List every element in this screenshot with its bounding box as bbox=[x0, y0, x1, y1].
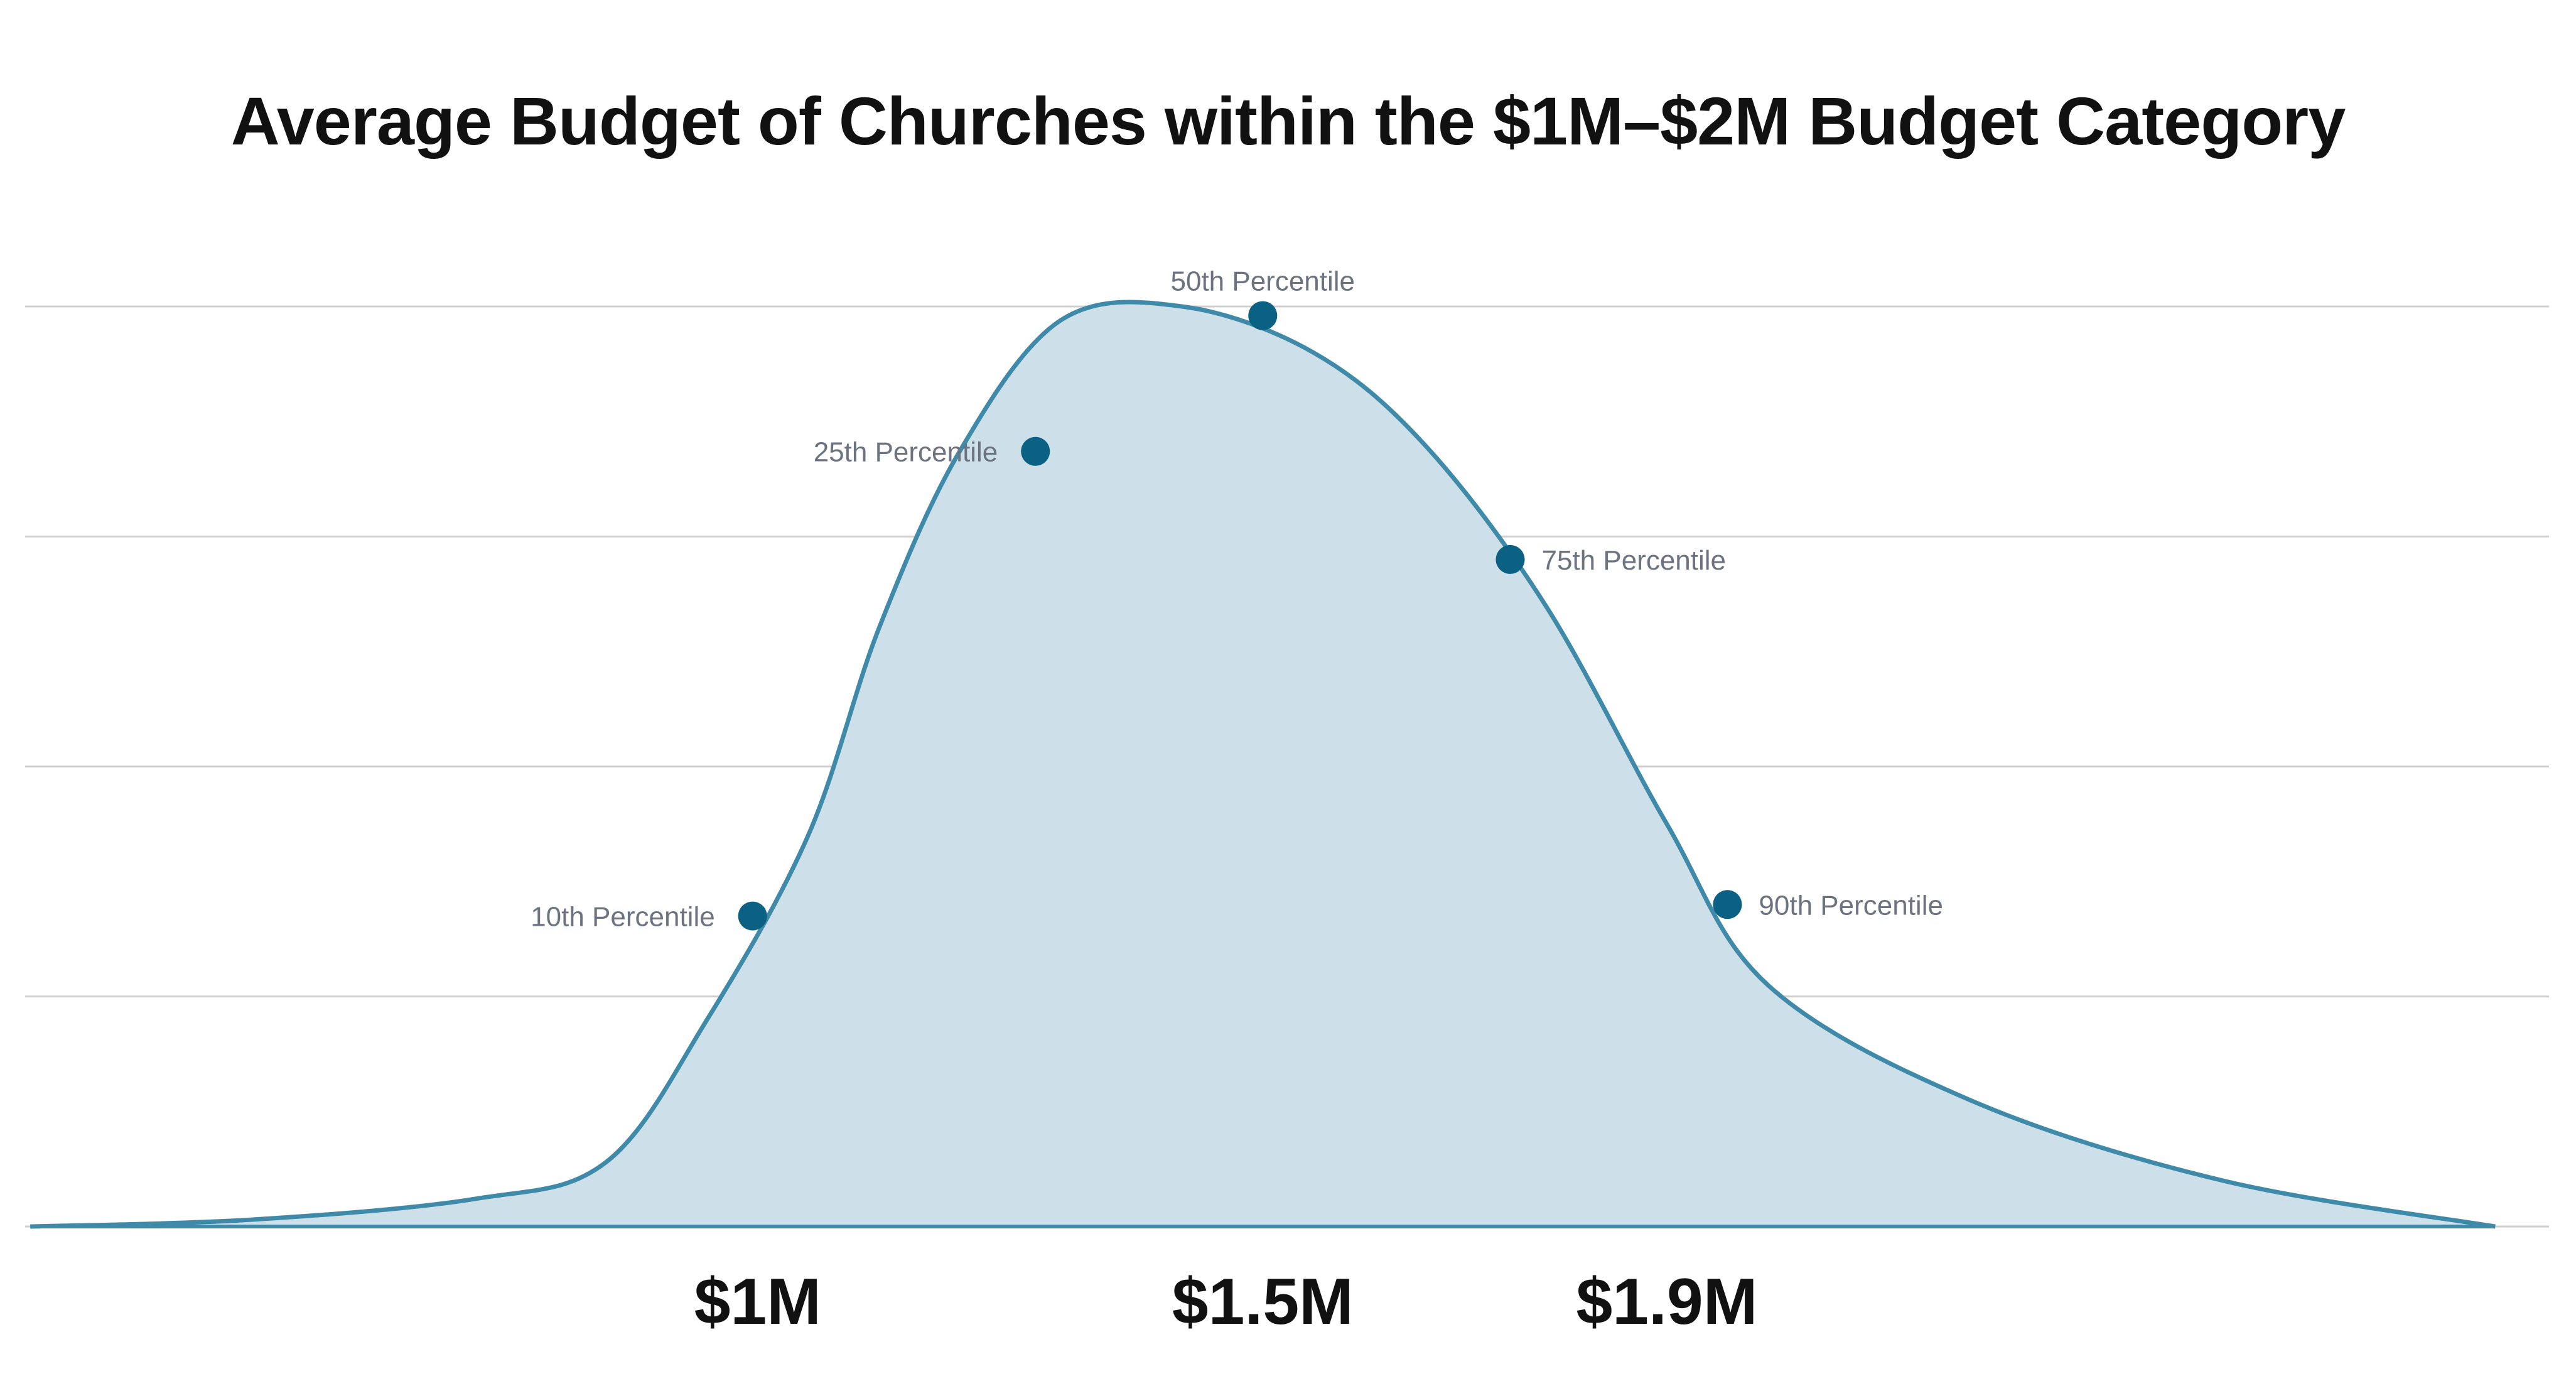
percentile-marker bbox=[1021, 436, 1050, 466]
percentile-marker bbox=[1248, 301, 1278, 330]
percentile-label: 25th Percentile bbox=[814, 437, 998, 468]
distribution-line bbox=[30, 300, 2496, 1229]
percentile-marker bbox=[1713, 890, 1742, 919]
percentile-label: 90th Percentile bbox=[1759, 890, 1943, 921]
percentile-marker bbox=[1495, 544, 1525, 574]
x-tick-label: $1.9M bbox=[1576, 1265, 1757, 1338]
chart-title: Average Budget of Churches within the $1… bbox=[230, 83, 2346, 159]
x-tick-label: $1M bbox=[694, 1265, 821, 1338]
distribution-fill bbox=[30, 301, 2496, 1227]
x-tick-label: $1.5M bbox=[1172, 1265, 1354, 1338]
x-axis-ticks: $1M $1.5M $1.9M bbox=[694, 1265, 1758, 1338]
percentile-label: 75th Percentile bbox=[1541, 545, 1726, 576]
distribution-area bbox=[30, 300, 2496, 1229]
percentile-marker bbox=[738, 901, 767, 931]
percentile-label: 50th Percentile bbox=[1171, 266, 1355, 297]
percentile-markers: 10th Percentile 25th Percentile 50th Perce… bbox=[531, 266, 1943, 933]
percentile-label: 10th Percentile bbox=[531, 902, 715, 933]
